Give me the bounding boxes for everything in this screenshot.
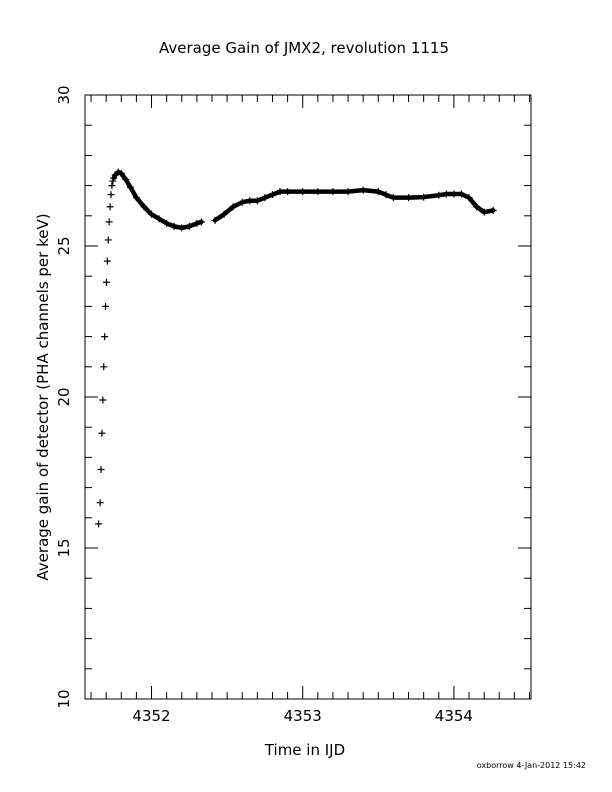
data-point [96,499,104,507]
data-point [105,218,113,226]
data-point [108,182,116,190]
plot-frame [84,94,532,700]
y-axis-tick-labels: 10 15 20 25 30 [55,85,73,708]
data-point [104,236,112,244]
y-axis-ticks [85,94,531,700]
x-axis-tick-labels: 4352 4353 4354 [132,707,473,725]
chart-title: Average Gain of JMX2, revolution 1115 [159,39,449,57]
data-point [102,302,110,310]
y-tick-label: 25 [55,236,73,255]
data-point [106,203,114,211]
data-point [95,520,103,528]
data-point [102,278,110,286]
y-axis-label: Average gain of detector (PHA channels p… [34,213,52,580]
data-trace-segment-1 [111,169,204,231]
footer-timestamp: oxborrow 4-Jan-2012 15:42 [477,761,586,770]
data-point [99,396,107,404]
y-tick-label: 10 [55,689,73,708]
data-series [95,168,497,528]
data-point [101,333,109,341]
y-tick-label: 20 [55,387,73,406]
data-point [100,363,108,371]
x-tick-label: 4352 [132,707,170,725]
x-tick-label: 4354 [435,707,473,725]
data-point [98,429,106,437]
x-tick-label: 4353 [284,707,322,725]
x-axis-label: Time in IJD [264,741,345,759]
data-point [103,257,111,265]
data-trace-segment-2 [212,187,496,223]
data-point [107,191,115,199]
data-point [97,465,105,473]
y-tick-label: 15 [55,538,73,557]
x-axis-ticks [90,95,530,699]
y-tick-label: 30 [55,85,73,104]
